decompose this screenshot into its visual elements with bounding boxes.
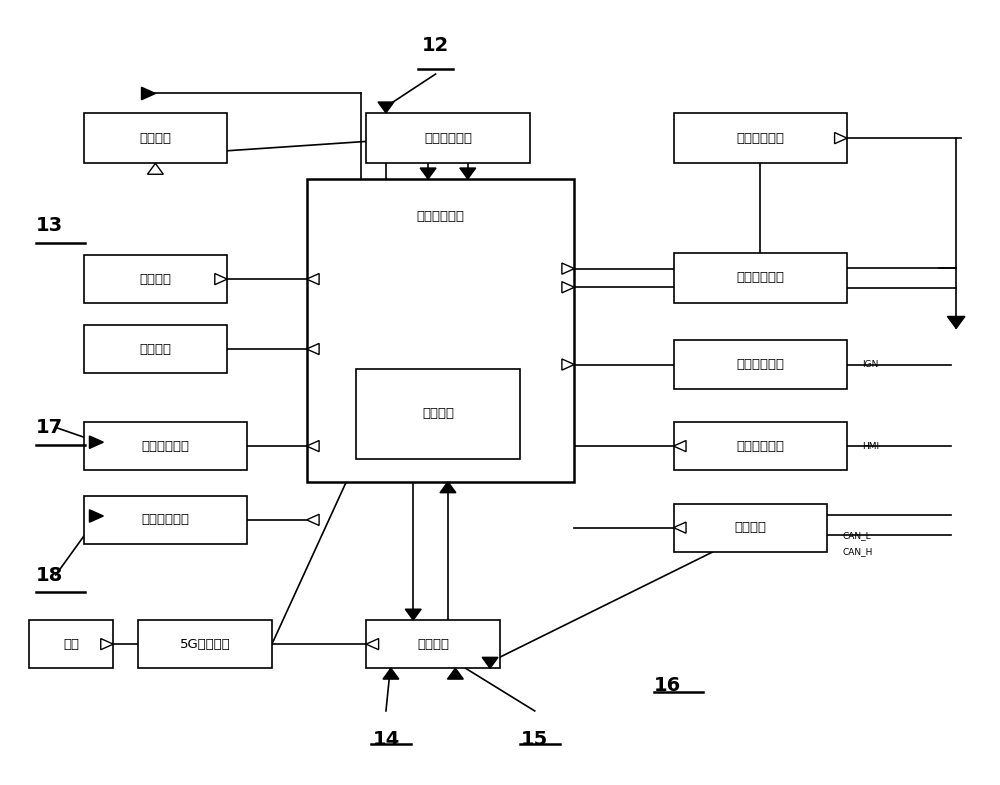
- Polygon shape: [947, 316, 965, 328]
- Polygon shape: [89, 509, 103, 522]
- Polygon shape: [215, 273, 227, 285]
- Polygon shape: [307, 440, 319, 451]
- Polygon shape: [562, 359, 574, 371]
- Polygon shape: [307, 514, 319, 525]
- Bar: [84, 255, 227, 303]
- Text: 红外测温模块: 红外测温模块: [141, 513, 189, 527]
- Polygon shape: [307, 273, 319, 285]
- Bar: [29, 620, 113, 668]
- Polygon shape: [562, 263, 574, 274]
- Text: 天线模块: 天线模块: [422, 407, 454, 420]
- Text: 定时模块: 定时模块: [417, 637, 449, 651]
- Polygon shape: [307, 343, 319, 355]
- Text: 信号输入模块: 信号输入模块: [736, 358, 784, 371]
- Text: 18: 18: [36, 565, 63, 585]
- Bar: [138, 620, 272, 668]
- Bar: [366, 620, 500, 668]
- Bar: [84, 113, 227, 163]
- Polygon shape: [460, 168, 476, 179]
- Polygon shape: [674, 440, 686, 451]
- Text: 手机: 手机: [63, 637, 79, 651]
- Text: 12: 12: [422, 35, 449, 55]
- Text: 14: 14: [372, 730, 400, 750]
- Text: 通讯模块: 通讯模块: [734, 521, 766, 534]
- Polygon shape: [383, 668, 399, 679]
- Text: 5G通信模块: 5G通信模块: [180, 637, 230, 651]
- Text: 电源分配模块: 电源分配模块: [736, 272, 784, 284]
- Polygon shape: [674, 522, 686, 533]
- Bar: [307, 179, 574, 482]
- Text: 13: 13: [36, 216, 63, 235]
- Bar: [366, 113, 530, 163]
- Text: 电源侦测模块: 电源侦测模块: [736, 132, 784, 144]
- Polygon shape: [378, 102, 394, 113]
- Polygon shape: [142, 87, 155, 100]
- Text: 复位模块: 复位模块: [139, 342, 171, 356]
- Bar: [84, 422, 247, 470]
- Text: 视频监控模块: 视频监控模块: [141, 440, 189, 453]
- Polygon shape: [447, 668, 463, 679]
- Text: 17: 17: [36, 418, 63, 437]
- Bar: [674, 253, 847, 303]
- Text: 信号输出模块: 信号输出模块: [736, 440, 784, 453]
- Text: 存储模块: 存储模块: [139, 132, 171, 144]
- Polygon shape: [89, 436, 103, 448]
- Text: 15: 15: [521, 730, 548, 750]
- Polygon shape: [147, 163, 163, 174]
- Polygon shape: [440, 482, 456, 493]
- Bar: [84, 496, 247, 544]
- Bar: [674, 422, 847, 470]
- Text: HMI: HMI: [862, 442, 879, 451]
- Bar: [674, 341, 847, 389]
- Polygon shape: [835, 133, 847, 144]
- Polygon shape: [405, 609, 421, 620]
- Text: 微控制器模块: 微控制器模块: [417, 210, 465, 223]
- Polygon shape: [482, 657, 498, 668]
- Polygon shape: [366, 638, 379, 650]
- Bar: [84, 325, 227, 373]
- Text: 16: 16: [654, 676, 681, 695]
- Text: 模式选择模块: 模式选择模块: [424, 132, 472, 144]
- Text: 晶振模块: 晶振模块: [139, 272, 171, 286]
- Text: CAN_H: CAN_H: [842, 547, 872, 557]
- Bar: [356, 369, 520, 458]
- Bar: [674, 113, 847, 163]
- Polygon shape: [101, 638, 113, 650]
- Bar: [674, 503, 827, 552]
- Polygon shape: [420, 168, 436, 179]
- Text: CAN_L: CAN_L: [842, 531, 871, 540]
- Polygon shape: [562, 282, 574, 293]
- Text: IGN: IGN: [862, 360, 878, 369]
